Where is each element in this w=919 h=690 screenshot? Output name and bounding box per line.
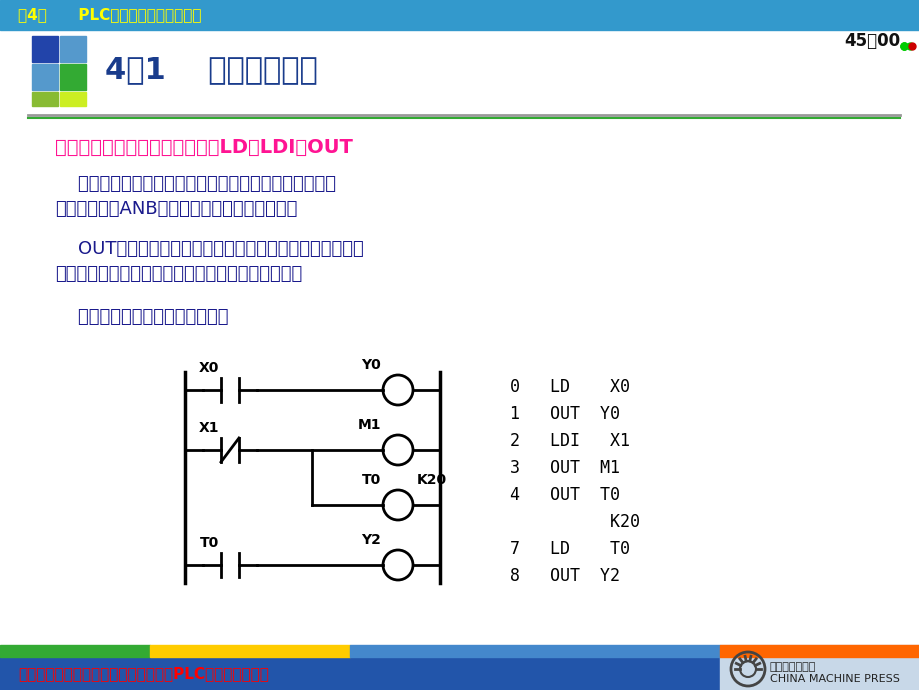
Text: 8   OUT  Y2: 8 OUT Y2 (509, 567, 619, 585)
Text: 0   LD    X0: 0 LD X0 (509, 378, 630, 396)
Text: T0: T0 (199, 536, 219, 550)
Bar (349, 645, 720, 657)
Text: X1: X1 (199, 421, 219, 435)
Text: 45：00: 45：00 (843, 32, 899, 50)
Text: 上述三条指令的使用如图所示。: 上述三条指令的使用如图所示。 (55, 308, 228, 326)
Text: X0: X0 (199, 361, 219, 375)
Text: 4．1    基本逻辑指令: 4．1 基本逻辑指令 (105, 55, 317, 84)
Bar (720, 645, 919, 690)
Text: 第4章      PLC的基本指令系统及编程: 第4章 PLC的基本指令系统及编程 (18, 8, 201, 23)
Text: M1: M1 (357, 418, 380, 432)
Text: Y0: Y0 (361, 358, 380, 372)
Text: 与后面叙述的ANB指令组合在分支起点处使用。: 与后面叙述的ANB指令组合在分支起点处使用。 (55, 200, 297, 218)
Bar (720, 645, 919, 657)
Bar (60, 64, 85, 90)
Text: 4   OUT  T0: 4 OUT T0 (509, 486, 619, 504)
Text: T0: T0 (361, 473, 380, 487)
Text: K20: K20 (509, 513, 640, 531)
Text: K20: K20 (416, 473, 447, 487)
Bar (0, 645, 150, 657)
Text: OUT线圈的驱动指令用于驱动输出继电器、辅助继电器、: OUT线圈的驱动指令用于驱动输出继电器、辅助继电器、 (55, 240, 363, 258)
Bar (60, 36, 85, 62)
Bar (32, 36, 58, 62)
Text: 机械工业出版社
CHINA MACHINE PRESS: 机械工业出版社 CHINA MACHINE PRESS (769, 662, 899, 684)
Bar (0, 0, 919, 30)
Bar (0, 657, 919, 690)
Bar (32, 92, 58, 106)
Text: 状态器、定时器、计数器，对输入继电器不能使用。: 状态器、定时器、计数器，对输入继电器不能使用。 (55, 265, 302, 283)
Text: 1   OUT  Y0: 1 OUT Y0 (509, 405, 619, 423)
Bar (60, 92, 85, 106)
Text: 3   OUT  M1: 3 OUT M1 (509, 459, 619, 477)
Text: 一、逻辑取指令和线圈驱动指令LD、LDI、OUT: 一、逻辑取指令和线圈驱动指令LD、LDI、OUT (55, 138, 353, 157)
Bar (150, 645, 349, 657)
Text: 中等职业教育课程改革新教材《电器及PLC控制技术与实训: 中等职业教育课程改革新教材《电器及PLC控制技术与实训 (18, 667, 268, 682)
Text: 通常用于将常开、常闭触点与主母线连接指令。同时也: 通常用于将常开、常闭触点与主母线连接指令。同时也 (55, 175, 335, 193)
Text: 2   LDI   X1: 2 LDI X1 (509, 432, 630, 450)
Text: 7   LD    T0: 7 LD T0 (509, 540, 630, 558)
Text: Y2: Y2 (361, 533, 380, 547)
Bar (32, 64, 58, 90)
